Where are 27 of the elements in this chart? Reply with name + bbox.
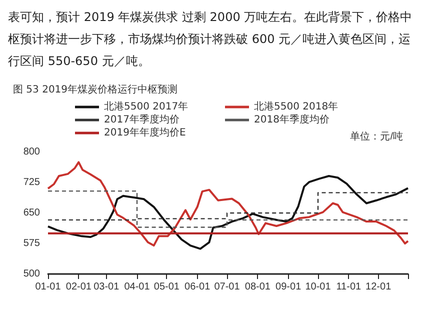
chart-title: 图 53 2019年煤炭价格运行中枢预测	[13, 84, 178, 96]
y-tick-label: 500	[23, 268, 40, 280]
legend-label: 北港5500 2017年	[104, 100, 188, 112]
x-tick-label: 07-01	[214, 282, 240, 292]
legend-label: 2017年季度均价	[104, 114, 180, 126]
x-tick-label: 05-01	[154, 282, 180, 292]
line-series	[47, 161, 409, 247]
x-tick-label: 01-01	[35, 282, 62, 292]
legend-label: 北港5500 2018年	[254, 100, 338, 112]
x-tick-label: 02-01	[66, 282, 92, 292]
x-tick-label: 08-01	[244, 282, 271, 292]
x-tick-label: 12-01	[366, 282, 392, 292]
y-tick-label: 725	[23, 177, 40, 188]
x-tick-label: 03-01	[94, 282, 120, 292]
y-tick-label: 650	[23, 208, 40, 218]
legend-label: 2018年季度均价	[254, 114, 330, 126]
text: 表可知，预计 2019 年煤炭供求 过剩 2000 万吨左右。在此背景下，价格中枢预计将进一步下移，市场煤均价预计将跌破 600 元／吨进入黄色区间，运行区间 550-650 元／吨。	[8, 10, 412, 68]
x-tick-label: 10-01	[305, 282, 332, 292]
x-tick-label: 06-01	[184, 282, 211, 292]
y-tick-label: 575	[23, 238, 40, 249]
y-tick-label: 800	[23, 146, 40, 158]
x-tick-label: 11-01	[336, 282, 362, 292]
line-series	[47, 174, 409, 250]
x-tick-label: 04-01	[124, 282, 150, 292]
x-tick-label: 09-01	[276, 282, 302, 292]
legend-label: 2019年年度均价E	[104, 126, 186, 138]
y-axis-title: 单位：元/吨	[350, 130, 403, 142]
